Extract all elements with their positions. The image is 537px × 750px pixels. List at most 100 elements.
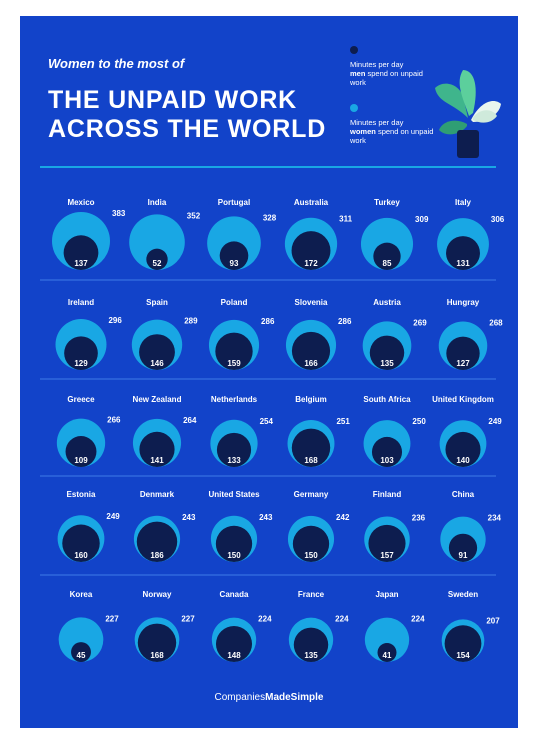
men-value-label: 127 (456, 359, 470, 368)
women-value-label: 224 (335, 615, 349, 624)
men-bubble (291, 331, 331, 371)
men-bubble (219, 241, 249, 270)
legend-men-text: Minutes per day men spend on unpaid work (350, 60, 440, 87)
women-value-label: 309 (415, 215, 429, 224)
women-value-label: 306 (491, 215, 505, 224)
header-title: THE UNPAID WORK ACROSS THE WORLD (48, 86, 326, 144)
country-label: India (148, 198, 167, 207)
header-subtitle: Women to the most of (48, 56, 185, 71)
women-value-label: 269 (413, 318, 427, 327)
men-value-label: 103 (380, 456, 394, 465)
women-value-label: 227 (181, 614, 195, 623)
country-label: France (298, 590, 325, 599)
bubble-chart: Mexico 383 137 India 352 52 Portugal 328 93 Austr… (40, 198, 505, 663)
women-value-label: 250 (412, 417, 426, 426)
women-value-label: 286 (338, 317, 352, 326)
legend-women-swatch (350, 104, 358, 112)
men-bubble (139, 431, 175, 467)
men-value-label: 109 (74, 456, 88, 465)
men-value-label: 154 (456, 651, 470, 660)
men-bubble (444, 625, 482, 662)
women-value-label: 254 (260, 417, 274, 426)
footer-brand-bold: MadeSimple (265, 692, 324, 703)
country-label: Turkey (374, 198, 400, 207)
men-value-label: 137 (74, 259, 88, 268)
women-value-label: 224 (411, 615, 425, 624)
men-value-label: 135 (380, 359, 394, 368)
country-label: Korea (70, 590, 93, 599)
men-value-label: 150 (227, 551, 241, 560)
women-value-label: 242 (336, 513, 350, 522)
men-bubble (291, 428, 331, 467)
men-value-label: 148 (227, 651, 241, 660)
country-label: Portugal (218, 198, 250, 207)
men-value-label: 168 (304, 456, 318, 465)
country-label: South Africa (363, 395, 411, 404)
country-label: Belgium (295, 395, 327, 404)
men-value-label: 91 (459, 551, 468, 560)
women-bubble (58, 617, 104, 662)
men-value-label: 41 (383, 651, 392, 660)
women-value-label: 328 (263, 213, 277, 222)
footer-brand: CompaniesMadeSimple (20, 692, 518, 703)
country-label: Hungray (447, 298, 480, 307)
women-value-label: 251 (336, 417, 350, 426)
men-bubble (373, 242, 401, 270)
header-divider (40, 166, 496, 168)
men-value-label: 133 (227, 456, 241, 465)
legend-women-pre: Minutes per day (350, 118, 404, 127)
women-value-label: 243 (182, 513, 196, 522)
men-value-label: 166 (304, 359, 318, 368)
women-bubble (364, 617, 410, 662)
women-value-label: 289 (184, 317, 198, 326)
men-bubble (146, 248, 168, 270)
men-bubble (292, 525, 330, 562)
men-bubble (448, 533, 478, 563)
country-label: United Kingdom (432, 395, 494, 404)
men-value-label: 141 (150, 456, 164, 465)
women-value-label: 311 (339, 215, 352, 224)
women-value-label: 249 (488, 417, 502, 426)
women-value-label: 249 (106, 512, 120, 521)
men-value-label: 131 (456, 259, 470, 268)
women-value-label: 264 (183, 416, 197, 425)
country-label: Ireland (68, 298, 94, 307)
country-label: Germany (294, 490, 329, 499)
legend-women-post: spend on unpaid work (350, 127, 434, 145)
men-bubble (291, 231, 331, 270)
men-bubble (137, 623, 177, 662)
women-value-label: 227 (105, 614, 119, 623)
country-label: Poland (221, 298, 248, 307)
country-label: Australia (294, 198, 329, 207)
men-bubble (215, 625, 253, 663)
men-bubble (293, 627, 329, 662)
men-value-label: 186 (150, 551, 164, 560)
women-value-label: 268 (489, 318, 503, 327)
country-label: Mexico (67, 198, 94, 207)
women-value-label: 234 (488, 514, 502, 523)
women-value-label: 224 (258, 615, 272, 624)
header-title-line2: ACROSS THE WORLD (48, 115, 327, 143)
country-label: Norway (143, 590, 172, 599)
men-value-label: 146 (150, 359, 164, 368)
men-bubble (215, 332, 253, 370)
header-title-line1: THE UNPAID WORK (48, 86, 298, 114)
men-bubble (71, 642, 91, 662)
men-value-label: 168 (150, 651, 164, 660)
country-label: New Zealand (133, 395, 182, 404)
country-label: Finland (373, 490, 402, 499)
legend-women-text: Minutes per day women spend on unpaid wo… (350, 118, 440, 145)
men-bubble (369, 335, 405, 370)
men-bubble (377, 643, 397, 662)
women-value-label: 286 (261, 317, 275, 326)
country-label: Spain (146, 298, 168, 307)
men-value-label: 140 (456, 456, 470, 465)
women-value-label: 352 (187, 211, 201, 220)
country-label: Denmark (140, 490, 175, 499)
legend-men-bold: men (350, 69, 366, 78)
men-value-label: 157 (380, 551, 394, 560)
men-value-label: 135 (304, 651, 318, 660)
women-value-label: 243 (259, 513, 273, 522)
women-value-label: 236 (412, 513, 426, 522)
legend-men-post: spend on unpaid work (350, 69, 423, 87)
